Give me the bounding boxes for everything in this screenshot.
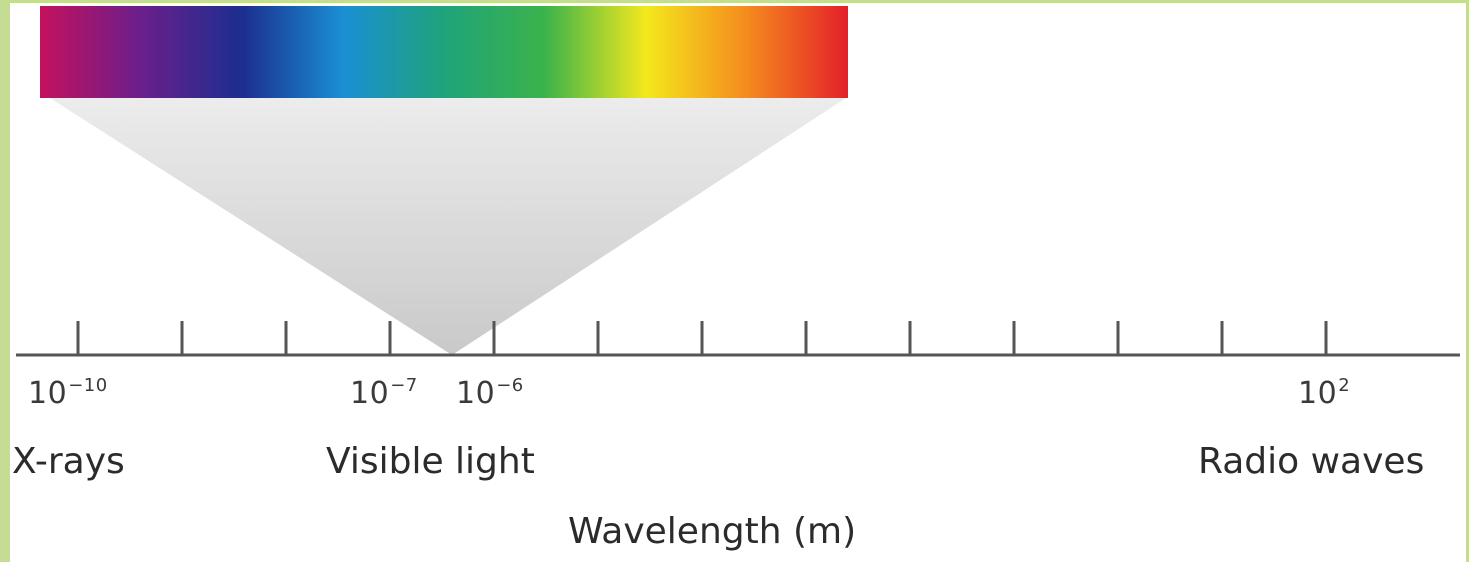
visible-light-cone [50, 98, 846, 355]
xrays-label: X-rays [12, 441, 125, 482]
tick-label-1e-10: 10−10 [28, 375, 108, 411]
visible-spectrum-bar [40, 6, 848, 98]
tick-label-1e-7: 10−7 [350, 375, 418, 411]
diagram-canvas [16, 6, 1460, 357]
axis-title: Wavelength (m) [568, 511, 857, 552]
tick-label-1e2: 102 [1298, 375, 1351, 411]
axis-ticks [76, 321, 1328, 355]
visible-light-label: Visible light [326, 441, 535, 482]
tick-label-1e-6: 10−6 [456, 375, 524, 411]
radio-waves-label: Radio waves [1198, 441, 1425, 482]
